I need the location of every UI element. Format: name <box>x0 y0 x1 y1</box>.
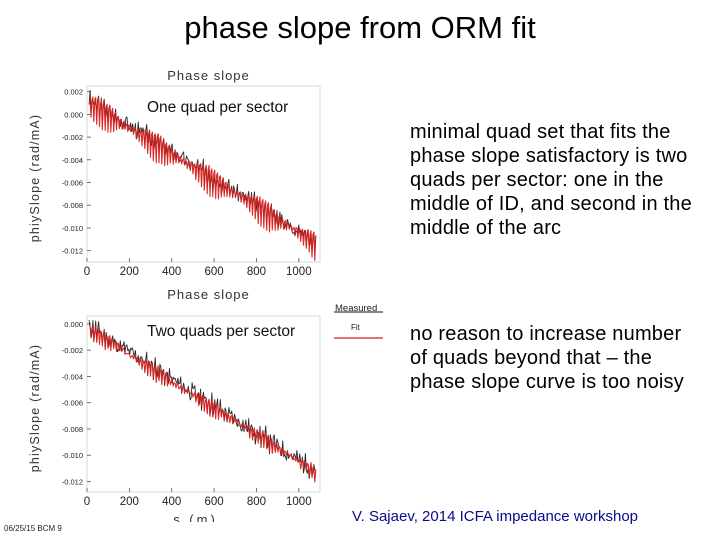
x-tick-label: 400 <box>162 496 181 508</box>
plot-frame <box>86 315 321 493</box>
y-axis-label: phiySlope (rad/mA) <box>28 114 42 243</box>
y-tick-label: 0.002 <box>64 88 83 97</box>
legend-fit-label: Fit <box>351 323 361 332</box>
y-tick-label: -0.008 <box>62 425 83 434</box>
y-tick-label: -0.012 <box>62 247 83 256</box>
chart-legend: Measured Fit <box>334 303 383 339</box>
y-tick-label: -0.004 <box>62 156 83 165</box>
chart-title: Phase slope <box>167 68 250 83</box>
x-tick-label: 1000 <box>286 266 312 278</box>
page-title: phase slope from ORM fit <box>184 10 536 45</box>
x-tick-label: 0 <box>84 266 90 278</box>
footer-date: 06/25/15 BCM 9 <box>4 524 62 533</box>
x-tick-label: 600 <box>204 496 223 508</box>
x-tick-label: 0 <box>84 496 90 508</box>
x-tick-label: 400 <box>162 266 181 278</box>
series-line-fit <box>88 96 317 261</box>
x-axis-label: s (m) <box>173 512 218 522</box>
y-tick-label: -0.006 <box>62 179 83 188</box>
plot-frame <box>86 85 321 263</box>
x-tick-label: 800 <box>247 496 266 508</box>
y-tick-label: -0.006 <box>62 399 83 408</box>
chart-annotation: Two quads per sector <box>147 323 295 340</box>
bullet-text-no-reason: no reason to increase number of quads be… <box>410 323 684 393</box>
chart-panel-1: Phase slope 0.002 0.000 -0.002 -0.004 -0.006 -… <box>28 68 321 278</box>
y-tick-label: -0.004 <box>62 372 83 381</box>
bullet-text-quad-set: minimal quad set that fits the phase slo… <box>410 121 692 239</box>
legend-measured-label: Measured <box>335 303 377 314</box>
y-tick-label: -0.002 <box>62 133 83 142</box>
y-tick-label: -0.010 <box>62 224 83 233</box>
phase-slope-charts: Phase slope 0.002 0.000 -0.002 -0.004 -0.006 -… <box>28 68 383 522</box>
y-tick-label: 0.000 <box>64 110 83 119</box>
y-tick-label: -0.010 <box>62 451 83 460</box>
y-tick-label: -0.002 <box>62 346 83 355</box>
y-axis-label: phiySlope (rad/mA) <box>28 344 42 473</box>
chart-panel-2: Phase slope 0.000 -0.002 -0.004 -0.006 -0.008… <box>28 287 321 522</box>
y-tick-label: -0.008 <box>62 201 83 210</box>
x-tick-label: 200 <box>120 266 139 278</box>
series-line-fit <box>88 324 317 483</box>
x-tick-label: 600 <box>204 266 223 278</box>
x-tick-label: 200 <box>120 496 139 508</box>
chart-title: Phase slope <box>167 287 250 302</box>
x-tick-label: 1000 <box>286 496 312 508</box>
y-tick-label: -0.012 <box>62 477 83 486</box>
y-tick-label: 0.000 <box>64 320 83 329</box>
chart-annotation: One quad per sector <box>147 99 288 116</box>
x-tick-label: 800 <box>247 266 266 278</box>
footer-credit: V. Sajaev, 2014 ICFA impedance workshop <box>352 508 639 525</box>
